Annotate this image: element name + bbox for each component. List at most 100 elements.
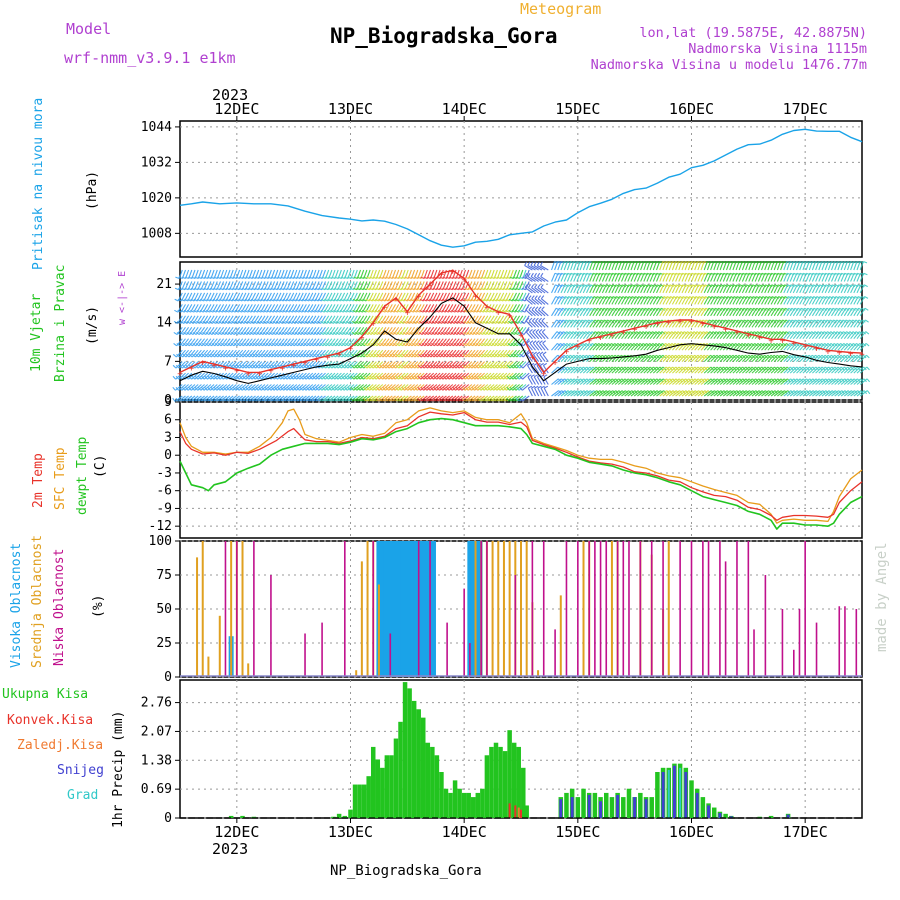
wind-barb [614,296,620,305]
wind-barb [703,378,712,385]
wind-barb [601,343,609,351]
wind-barb [831,343,838,351]
wind-barb [527,287,536,294]
wind-barb [439,372,447,380]
wind-barb [811,331,819,340]
wind-barb [464,372,473,380]
wind-barb-flag [478,342,483,347]
wind-barb-flag [433,386,437,391]
wind-barb [249,349,256,358]
wind-barb [554,390,563,397]
wind-barb [271,361,279,369]
wind-barb [570,307,576,317]
wind-barb [503,361,511,369]
wind-barb-flag [383,331,388,336]
wind-barb [589,390,598,397]
wind-barb-flag [536,261,540,266]
wind-barb-flag [282,309,287,313]
wind-barb-flag [342,331,347,336]
wind-barb-flag [177,320,181,324]
y-tick-label: 1032 [141,155,172,170]
wind-barb [179,349,186,358]
wind-barb [554,319,561,328]
wind-barb [496,372,505,380]
wind-barb [433,349,441,358]
wind-barb [796,366,804,374]
wind-barb-flag [283,386,288,391]
wind-barb [312,372,320,380]
wind-barb [481,349,489,358]
wind-barb-flag [259,331,264,336]
wind-barb-flag [223,276,228,280]
wind-barb [770,378,779,385]
wind-barb-flag [245,386,250,391]
pressure-line [179,128,863,248]
wind-barb [397,384,406,391]
wind-barb [780,343,787,351]
wind-barb [630,331,638,340]
wind-barb-flag [426,276,431,280]
wind-barb [630,390,639,397]
wind-barb-flag [521,287,526,291]
wind-barb-flag [535,317,539,322]
wind-barb-flag [267,386,272,391]
wind-barb [306,361,314,369]
wind-barb-flag [240,320,245,324]
wind-barb-flag [237,331,242,336]
wind-barb [206,384,215,391]
wind-barb [643,378,652,385]
wind-barb [576,261,581,271]
wind-barb-flag [500,364,505,369]
wind-barb-flag [507,342,512,347]
wind-barb-flag [307,309,312,313]
wind-barb [624,296,630,305]
wind-barb-flag [368,309,373,313]
wind-barb [258,349,266,358]
wind-barb [713,261,718,271]
wind-barb [586,331,593,340]
wind-barb [315,372,323,380]
wind-barb-flag [298,287,304,291]
wind-barb [605,366,613,374]
wind-barb [582,366,591,374]
wind-barb-flag [253,320,258,324]
wind-barb [537,265,546,271]
wind-barb-flag [189,342,193,347]
wind-barb-flag [195,364,199,369]
wind-barb [270,372,279,380]
wind-barb-flag [386,342,391,347]
wind-barb-flag [195,342,200,347]
wind-barb-flag [265,353,270,358]
wind-barb [656,319,663,328]
wind-barb [276,395,285,402]
wind-barb-flag [355,309,360,313]
wind-barb [678,296,684,305]
wind-barb-flag [217,353,222,358]
wind-barb-flag [532,340,537,344]
wind-barb [624,272,629,282]
wind-barb [741,296,748,305]
wind-barb [536,365,543,374]
wind-barb [815,296,821,305]
wind-barb [573,366,581,374]
wind-barb [780,366,788,374]
wind-barb [458,384,466,391]
wind-barb-flag [220,375,224,380]
wind-barb-flag [225,309,230,313]
wind-barb-flag [807,296,812,299]
wind-barb-flag [427,342,432,347]
wind-barb [834,272,839,282]
wind-barb-flag [299,276,304,280]
wind-barb [783,366,791,374]
wind-barb-flag [292,287,297,291]
wind-barb-flag [225,287,230,291]
wind-barb-flag [791,307,796,311]
wind-barb [535,320,543,328]
wind-barb [681,319,688,328]
wind-barb [538,342,546,351]
wind-barb [379,372,387,380]
wind-barb [589,366,597,374]
wind-barb-flag [183,331,188,336]
wind-barb [745,261,750,271]
wind-barb [703,284,709,294]
